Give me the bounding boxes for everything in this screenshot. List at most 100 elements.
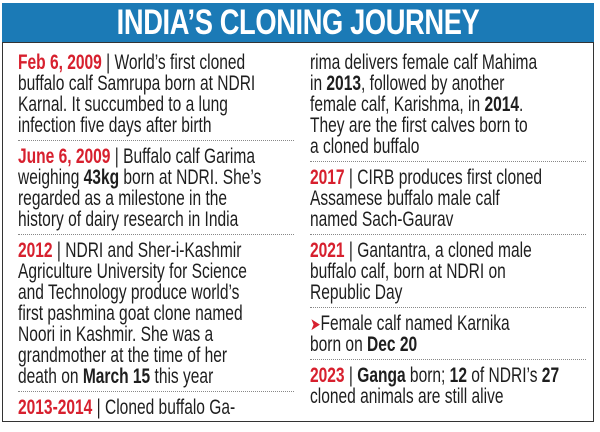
entry-text: rima delivers female calf Mahima [310, 50, 538, 74]
entry-line: female calf, Karishma, in 2014. [310, 94, 523, 115]
entry-text: born; [405, 363, 450, 387]
entry-line: Feb 6, 2009 | World’s first cloned [18, 50, 245, 74]
entry-date: 2013-2014 [18, 395, 93, 419]
entry-line: 2013-2014 | Cloned buffalo Ga- [18, 395, 235, 419]
timeline-entry: 2023 | Ganga born; 12 of NDRI’s 27 cloned… [310, 360, 586, 411]
entry-line: and Technology produce world’s [18, 282, 239, 303]
entry-text: born at NDRI. She’s [119, 165, 262, 189]
entry-line: cloned animals are still alive [310, 386, 514, 407]
dotted-divider [310, 161, 586, 162]
entry-text: Female calf named Karnika [320, 311, 510, 335]
right-column: rima delivers female calf Mahima in 2013,… [310, 47, 586, 411]
entry-text: Assamese buffalo male calf [310, 186, 500, 210]
bold-text: 12 [449, 363, 467, 387]
entry-date: Feb 6, 2009 [18, 50, 102, 74]
entry-date: 2023 [310, 363, 345, 387]
dotted-divider [18, 391, 294, 392]
bold-text: Ganga [357, 363, 406, 387]
timeline-entry: ➤Female calf named Karnika born on Dec 20 [310, 308, 586, 359]
entry-text: buffalo calf Samrupa born at NDRI [18, 71, 256, 95]
entry-text: | Gantantra, a cloned male [344, 238, 532, 262]
entry-text: | NDRI and Sher-i-Kashmir [52, 238, 242, 262]
entry-text: a cloned buffalo [310, 134, 420, 158]
entry-line: Republic Day [310, 282, 514, 303]
entry-text: grandmother at the time of her [18, 343, 228, 367]
timeline-entry: Feb 6, 2009 | World’s first cloned buffal… [18, 47, 294, 140]
entry-line: June 6, 2009 | Buffalo calf Garima [18, 144, 255, 168]
entry-text: Karnal. It succumbed to a lung [18, 92, 228, 116]
left-column: Feb 6, 2009 | World’s first cloned buffal… [18, 47, 294, 422]
entry-text: this year [150, 364, 214, 388]
entry-text: | Cloned buffalo Ga- [92, 395, 236, 419]
timeline-entry: 2021 | Gantantra, a cloned male buffalo c… [310, 235, 586, 307]
entry-line: 2023 | Ganga born; 12 of NDRI’s 27 [310, 363, 559, 387]
entry-text: . [519, 92, 524, 116]
entry-date: June 6, 2009 [18, 144, 111, 168]
entry-line: buffalo calf Samrupa born at NDRI [18, 73, 255, 94]
entry-line: named Sach-Gaurav [310, 209, 514, 230]
dotted-divider [310, 359, 586, 360]
entry-line: a cloned buffalo [310, 136, 514, 157]
entry-line: rima delivers female calf Mahima [310, 52, 537, 73]
entry-date: 2017 [310, 165, 345, 189]
entry-text: first pashmina goat clone named [18, 301, 243, 325]
timeline-entry: 2017 | CIRB produces first cloned Assames… [310, 162, 586, 234]
entry-line: 2012 | NDRI and Sher-i-Kashmir [18, 238, 241, 262]
entry-line: ➤Female calf named Karnika [310, 313, 514, 334]
entry-text: | CIRB produces first cloned [344, 165, 543, 189]
entry-line: weighing 43kg born at NDRI. She’s [18, 165, 261, 189]
dotted-divider [310, 234, 586, 235]
infographic-title: INDIA’S CLONING JOURNEY [116, 3, 480, 42]
entry-text: named Sach-Gaurav [310, 207, 454, 231]
entry-text: cloned animals are still alive [310, 384, 504, 408]
entry-text: history of dairy research in India [18, 207, 239, 231]
entry-text: | Buffalo calf Garima [110, 144, 255, 168]
entry-line: buffalo calf, born at NDRI on [310, 261, 514, 282]
entry-line: 2017 | CIRB produces first cloned [310, 165, 542, 189]
entry-line: They are the first calves born to [310, 115, 528, 136]
entry-line: Noori in Kashmir. She was a [18, 324, 222, 345]
entry-line: Agriculture University for Science [18, 261, 247, 282]
timeline-entry: 2013-2014 | Cloned buffalo Ga- [18, 392, 294, 422]
dotted-divider [310, 307, 586, 308]
bold-text: 27 [541, 363, 560, 387]
entry-text: born on [310, 332, 368, 356]
arrow-right-icon: ➤ [310, 314, 321, 334]
dotted-divider [18, 140, 294, 141]
bold-text: Dec 20 [367, 332, 418, 356]
entry-line: in 2013, followed by another [310, 73, 514, 94]
entry-date: 2012 [18, 238, 53, 262]
entry-text: infection five days after birth [18, 113, 212, 137]
entry-line: Assamese buffalo male calf [310, 188, 514, 209]
bold-text: 43kg [83, 165, 120, 189]
entry-text: Republic Day [310, 280, 403, 304]
entry-line: infection five days after birth [18, 115, 222, 136]
entry-text: weighing [18, 165, 84, 189]
entry-text: | [344, 363, 358, 387]
entry-text: death on [18, 364, 83, 388]
bold-text: March 15 [82, 364, 151, 388]
timeline-entry: rima delivers female calf Mahima in 2013,… [310, 47, 586, 161]
entry-text: regarded as a milestone in the [18, 186, 228, 210]
entry-line: Karnal. It succumbed to a lung [18, 94, 228, 115]
entry-line: born on Dec 20 [310, 334, 514, 355]
entry-text: They are the first calves born to [310, 113, 528, 137]
bold-text: 2013 [326, 71, 361, 95]
entry-line: regarded as a milestone in the [18, 188, 227, 209]
entry-text: buffalo calf, born at NDRI on [310, 259, 506, 283]
timeline-entry: June 6, 2009 | Buffalo calf Garima weighi… [18, 141, 294, 234]
entry-text: of NDRI’s [466, 363, 542, 387]
entry-line: death on March 15 this year [18, 366, 222, 387]
entry-text: Agriculture University for Science [18, 259, 247, 283]
entry-line: history of dairy research in India [18, 209, 238, 230]
bold-text: 2014 [484, 92, 520, 116]
entry-text: | World’s first cloned [101, 50, 246, 74]
header-banner: INDIA’S CLONING JOURNEY [2, 3, 594, 43]
entry-text: Noori in Kashmir. She was a [18, 322, 214, 346]
entry-line: grandmother at the time of her [18, 345, 227, 366]
entry-text: and Technology produce world’s [18, 280, 240, 304]
entry-date: 2021 [310, 238, 345, 262]
entry-line: first pashmina goat clone named [18, 303, 243, 324]
entry-text: in [310, 71, 327, 95]
entry-line: 2021 | Gantantra, a cloned male [310, 238, 532, 262]
